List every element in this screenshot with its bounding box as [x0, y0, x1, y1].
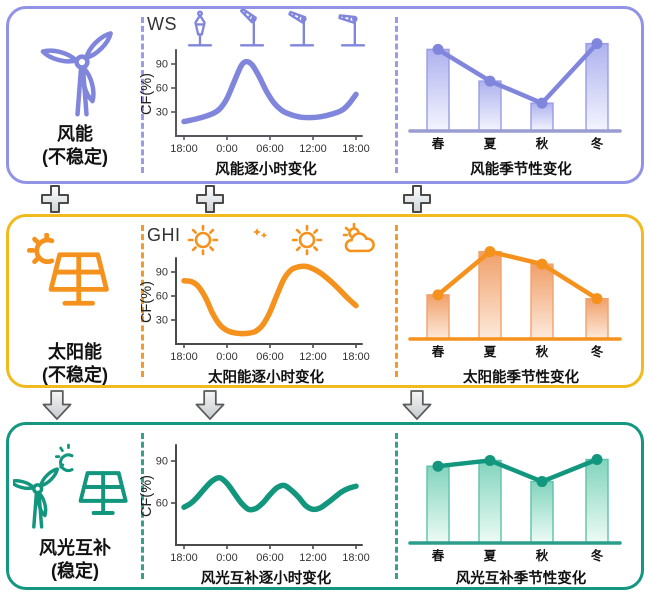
- moon-with-stars-icon: [240, 224, 268, 254]
- wind-hourly-title: 风能逐小时变化: [215, 162, 317, 178]
- svg-text:18:00: 18:00: [342, 552, 370, 564]
- svg-text:12:00: 12:00: [299, 351, 327, 363]
- sun-icon: [187, 224, 219, 256]
- wind-row-panel: 风能 (不稳定) WS: [6, 6, 644, 184]
- hybrid-hourly-title: 风光互补逐小时变化: [200, 571, 332, 587]
- windsock-medium-icon: [288, 10, 315, 47]
- svg-text:90: 90: [156, 267, 168, 279]
- svg-text:秋: 秋: [536, 136, 549, 151]
- plus-icon: [196, 185, 224, 213]
- energy-state: (稳定): [51, 561, 99, 582]
- windsock-strong-icon: [239, 9, 265, 47]
- energy-type-label: 风能 (不稳定): [9, 123, 141, 170]
- svg-text:18:00: 18:00: [342, 351, 370, 363]
- hybrid-seasonal-title: 风光互补季节性变化: [455, 571, 587, 587]
- svg-text:CF(%): CF(%): [139, 73, 155, 115]
- svg-text:30: 30: [156, 107, 168, 119]
- svg-text:18:00: 18:00: [170, 552, 198, 564]
- svg-text:夏: 夏: [483, 136, 497, 151]
- column-divider: [395, 225, 398, 377]
- svg-text:0:00: 0:00: [216, 143, 237, 155]
- svg-text:春: 春: [431, 344, 445, 359]
- sun-behind-cloud-icon: [342, 222, 375, 253]
- windsock-light-icon: [338, 14, 366, 47]
- energy-type-label: 风光互补 (稳定): [9, 537, 141, 584]
- solar-hourly-chart: 30 60 90 18:00 0:00 06:00 12:00 18:00 CF(%): [139, 257, 370, 363]
- svg-text:冬: 冬: [591, 344, 604, 359]
- svg-text:CF(%): CF(%): [139, 475, 155, 517]
- energy-type-label: 太阳能 (不稳定): [9, 341, 141, 388]
- svg-text:12:00: 12:00: [299, 143, 327, 155]
- energy-name: 风能: [57, 124, 93, 144]
- svg-text:冬: 冬: [591, 548, 604, 563]
- wind-turbine-icon: [40, 31, 113, 117]
- plus-icon: [403, 185, 431, 213]
- svg-text:90: 90: [156, 59, 168, 71]
- svg-text:春: 春: [431, 548, 445, 563]
- ghi-label: GHI: [147, 225, 181, 245]
- svg-text:0:00: 0:00: [216, 351, 237, 363]
- down-arrow-icon: [42, 390, 72, 420]
- svg-text:06:00: 06:00: [256, 351, 284, 363]
- hybrid-seasonal-chart: 春夏秋冬: [408, 453, 622, 563]
- down-arrow-icon: [402, 390, 432, 420]
- svg-text:06:00: 06:00: [256, 143, 284, 155]
- column-divider: [141, 225, 144, 377]
- svg-text:18:00: 18:00: [342, 143, 370, 155]
- solar-seasonal-title: 太阳能季节性变化: [463, 370, 579, 386]
- down-arrow-icon: [195, 390, 225, 420]
- hybrid-hourly-chart: 60 90 18:00 0:00 06:00 12:00 18:00 CF(%): [139, 444, 370, 564]
- svg-text:夏: 夏: [483, 344, 497, 359]
- solar-hourly-title: 太阳能逐小时变化: [208, 370, 324, 386]
- solar-row-panel: 太阳能 (不稳定) GHI 30 60 9: [6, 214, 644, 388]
- svg-text:秋: 秋: [536, 344, 549, 359]
- svg-text:18:00: 18:00: [170, 143, 198, 155]
- solar-seasonal-chart: 春夏秋冬: [408, 246, 622, 359]
- hybrid-row-panel: 风光互补 (稳定) 60 90 18:00 0:00 06:00 12:00 18:00 CF…: [6, 422, 644, 590]
- column-divider: [395, 433, 398, 579]
- svg-text:18:00: 18:00: [170, 351, 198, 363]
- svg-text:60: 60: [156, 83, 168, 95]
- wind-hourly-chart: 30 60 90 18:00 0:00 06:00 12:00 18:00 CF(%): [139, 49, 370, 155]
- energy-state: (不稳定): [42, 147, 108, 168]
- sun-icon: [291, 224, 323, 256]
- wind-solar-combo-icon: [13, 443, 128, 529]
- svg-text:冬: 冬: [591, 136, 604, 151]
- svg-text:60: 60: [156, 498, 168, 510]
- windsock-calm-icon: [187, 10, 213, 47]
- svg-text:春: 春: [431, 136, 445, 151]
- wind-seasonal-chart: 春夏秋冬: [408, 38, 622, 151]
- column-divider: [395, 17, 398, 173]
- energy-name: 风光互补: [39, 538, 111, 558]
- plus-icon: [41, 185, 69, 213]
- wind-seasonal-title: 风能季节性变化: [470, 162, 572, 178]
- energy-state: (不稳定): [42, 365, 108, 386]
- svg-text:秋: 秋: [536, 548, 549, 563]
- svg-text:30: 30: [156, 315, 168, 327]
- column-divider: [141, 433, 144, 579]
- energy-name: 太阳能: [48, 342, 102, 362]
- ws-label: WS: [147, 14, 177, 34]
- svg-text:12:00: 12:00: [299, 552, 327, 564]
- svg-text:90: 90: [156, 456, 168, 468]
- svg-text:60: 60: [156, 291, 168, 303]
- svg-text:06:00: 06:00: [256, 552, 284, 564]
- solar-panel-sun-icon: [26, 233, 109, 306]
- svg-text:CF(%): CF(%): [139, 281, 155, 323]
- svg-text:夏: 夏: [483, 548, 497, 563]
- column-divider: [141, 17, 144, 173]
- svg-text:0:00: 0:00: [216, 552, 237, 564]
